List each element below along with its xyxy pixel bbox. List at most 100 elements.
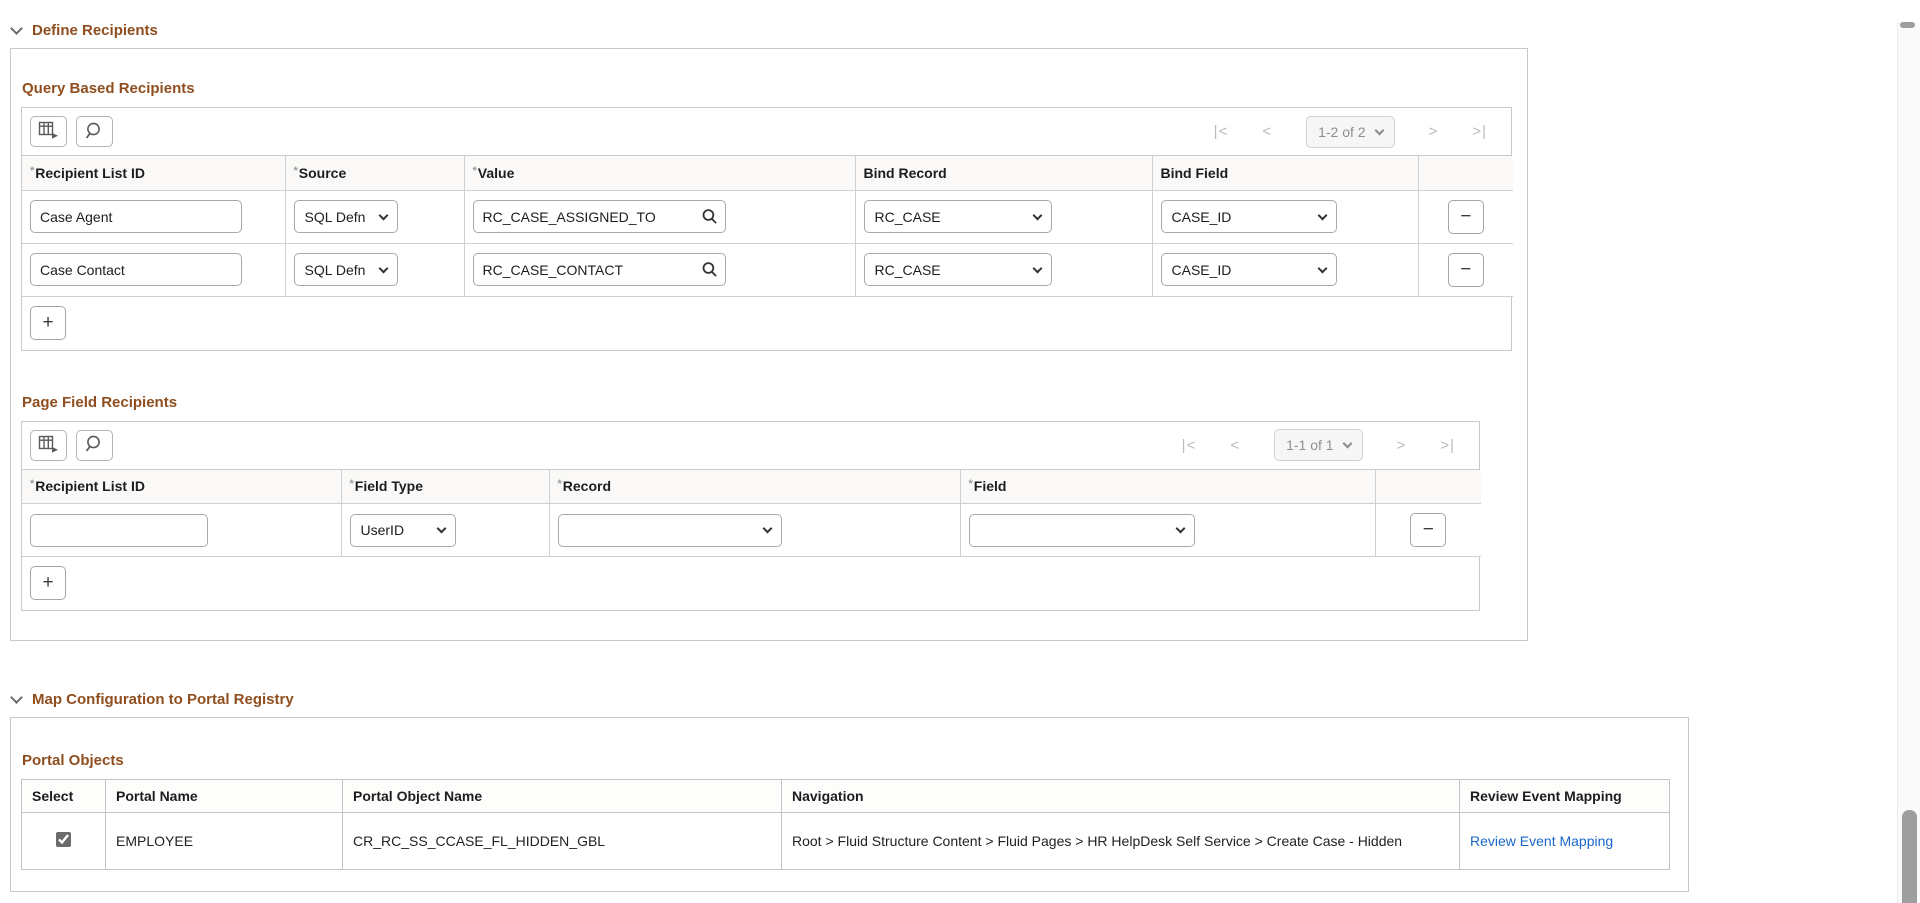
page-field-recipients-table: *Recipient List ID *Field Type *Record *…: [22, 469, 1481, 557]
field-type-select[interactable]: UserID: [349, 513, 456, 547]
next-page-icon[interactable]: >: [1428, 123, 1439, 140]
section-title: Define Recipients: [32, 22, 158, 39]
portal-registry-section-toggle[interactable]: Map Configuration to Portal Registry: [10, 691, 1920, 708]
recipient-list-id-input[interactable]: [30, 200, 242, 233]
table-row: EMPLOYEE CR_RC_SS_CCASE_FL_HIDDEN_GBL Ro…: [21, 812, 1670, 870]
column-header-record: *Record: [548, 469, 961, 504]
grid-toolbar: |< < 1-2 of 2 > >|: [22, 108, 1511, 156]
page-range-select[interactable]: 1-2 of 2: [1306, 115, 1395, 148]
first-page-icon[interactable]: |<: [1213, 123, 1229, 140]
scrollbar-thumb-fragment[interactable]: [1900, 22, 1915, 28]
table-header-row: *Recipient List ID *Source *Value Bind R…: [22, 156, 1513, 191]
chevron-down-icon: [1374, 125, 1385, 135]
page-range-select[interactable]: 1-1 of 1: [1274, 429, 1363, 461]
bind-field-select[interactable]: CASE_ID: [1160, 253, 1337, 286]
column-header-row-actions: [1417, 156, 1513, 191]
lookup-search-icon[interactable]: [701, 261, 718, 278]
section-title: Map Configuration to Portal Registry: [32, 691, 294, 708]
chevron-down-icon: [1317, 210, 1327, 220]
select-checkbox[interactable]: [56, 832, 71, 847]
recipient-list-id-input[interactable]: [30, 253, 242, 286]
chevron-down-icon: [1175, 523, 1185, 534]
search-icon: [85, 121, 104, 143]
field-select[interactable]: [968, 513, 1195, 547]
define-recipients-section-toggle[interactable]: Define Recipients: [10, 22, 1920, 39]
chevron-down-icon: [762, 523, 772, 534]
grid-personalize-button[interactable]: [30, 429, 67, 461]
portal-name-cell: EMPLOYEE: [105, 812, 343, 870]
source-select[interactable]: SQL Defn: [293, 253, 398, 286]
column-header-field: *Field: [959, 469, 1376, 504]
column-header-portal-object-name: Portal Object Name: [342, 779, 782, 813]
page-range-label: 1-1 of 1: [1286, 437, 1334, 453]
next-page-icon[interactable]: >: [1396, 436, 1407, 454]
query-based-recipients-heading: Query Based Recipients: [22, 80, 195, 97]
grid-pagination: |< < 1-1 of 1 > >|: [1182, 429, 1455, 461]
portal-objects-heading: Portal Objects: [22, 752, 124, 769]
value-lookup-field[interactable]: [472, 253, 726, 286]
delete-row-button[interactable]: −: [1447, 252, 1484, 287]
chevron-down-icon: [10, 691, 23, 704]
grid-personalize-button[interactable]: [30, 116, 67, 147]
portal-registry-groupbox: Portal Objects Select Portal Name Portal…: [10, 717, 1689, 892]
value-lookup-field[interactable]: [472, 200, 726, 233]
add-row-button[interactable]: +: [30, 305, 66, 340]
chevron-down-icon: [1032, 263, 1042, 273]
bind-record-select[interactable]: RC_CASE: [863, 200, 1052, 233]
delete-row-button[interactable]: −: [1447, 199, 1484, 234]
value-input[interactable]: [473, 255, 701, 284]
table-header-row: Select Portal Name Portal Object Name Na…: [21, 779, 1670, 813]
table-row: SQL Defn RC_CASE CASE_ID −: [22, 242, 1513, 297]
add-row-area: +: [22, 296, 1511, 350]
column-header-row-actions: [1374, 469, 1481, 504]
portal-object-name-cell: CR_RC_SS_CCASE_FL_HIDDEN_GBL: [342, 812, 782, 870]
page-range-label: 1-2 of 2: [1318, 123, 1366, 140]
portal-objects-table: Select Portal Name Portal Object Name Na…: [21, 779, 1670, 870]
grid-pagination: |< < 1-2 of 2 > >|: [1213, 115, 1487, 148]
page-field-recipients-heading: Page Field Recipients: [22, 393, 178, 411]
define-recipients-groupbox: Query Based Recipients |< < 1: [10, 48, 1528, 641]
previous-page-icon[interactable]: <: [1262, 123, 1273, 140]
scrollbar-thumb[interactable]: [1902, 810, 1917, 903]
chevron-down-icon: [378, 210, 388, 220]
value-input[interactable]: [473, 202, 701, 231]
column-header-bind-record: Bind Record: [854, 156, 1153, 191]
table-header-row: *Recipient List ID *Field Type *Record *…: [22, 469, 1481, 504]
previous-page-icon[interactable]: <: [1230, 436, 1241, 454]
bind-field-select[interactable]: CASE_ID: [1160, 200, 1337, 233]
grid-search-button[interactable]: [76, 116, 113, 147]
bind-record-select[interactable]: RC_CASE: [863, 253, 1052, 286]
table-grid-icon: [38, 121, 59, 142]
chevron-down-icon: [1032, 210, 1042, 220]
page-field-recipients-grid: |< < 1-1 of 1 > >| *Recipient List ID *F…: [21, 420, 1481, 611]
query-based-recipients-table: *Recipient List ID *Source *Value Bind R…: [22, 156, 1513, 297]
last-page-icon[interactable]: >|: [1440, 436, 1455, 454]
column-header-recipient-list-id: *Recipient List ID: [22, 469, 342, 504]
last-page-icon[interactable]: >|: [1472, 123, 1487, 140]
recipient-list-id-input[interactable]: [30, 513, 208, 547]
table-grid-icon: [38, 435, 59, 456]
lookup-search-icon[interactable]: [701, 208, 718, 225]
column-header-select: Select: [21, 779, 106, 813]
source-select[interactable]: SQL Defn: [293, 200, 398, 233]
review-event-mapping-link[interactable]: Review Event Mapping: [1470, 833, 1614, 849]
grid-search-button[interactable]: [76, 429, 113, 461]
chevron-down-icon: [436, 523, 446, 534]
column-header-value: *Value: [463, 156, 856, 191]
chevron-down-icon: [10, 22, 23, 35]
add-row-button[interactable]: +: [30, 566, 66, 600]
column-header-navigation: Navigation: [781, 779, 1460, 813]
column-header-recipient-list-id: *Recipient List ID: [22, 156, 286, 191]
first-page-icon[interactable]: |<: [1181, 436, 1197, 454]
record-select[interactable]: [557, 513, 782, 547]
chevron-down-icon: [378, 263, 388, 273]
column-header-bind-field: Bind Field: [1151, 156, 1419, 191]
delete-row-button[interactable]: −: [1410, 513, 1447, 547]
column-header-portal-name: Portal Name: [105, 779, 343, 813]
table-row: UserID −: [22, 503, 1481, 557]
table-row: SQL Defn RC_CASE CASE_ID −: [22, 189, 1513, 244]
vertical-scrollbar[interactable]: [1897, 22, 1920, 903]
chevron-down-icon: [1317, 263, 1327, 273]
grid-toolbar: |< < 1-1 of 1 > >|: [22, 421, 1479, 470]
column-header-field-type: *Field Type: [340, 469, 550, 504]
